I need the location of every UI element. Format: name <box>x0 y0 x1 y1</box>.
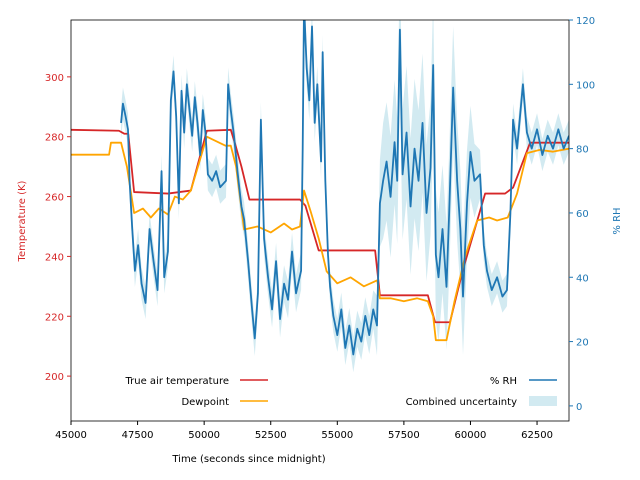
x-axis-label: Time (seconds since midnight) <box>171 454 325 465</box>
left-axis-label: Temperature (K) <box>17 180 28 262</box>
series-layer <box>71 20 569 356</box>
right-tick-label: 80 <box>576 145 589 156</box>
x-tick-label: 50000 <box>188 430 220 441</box>
legend-label-rh: % RH <box>490 376 517 387</box>
left-tick-label: 260 <box>45 193 64 204</box>
legend-left: True air temperature Dewpoint <box>125 376 268 408</box>
uncertainty-layer <box>121 20 569 373</box>
x-tick-label: 55000 <box>321 430 353 441</box>
x-tick-label: 47500 <box>122 430 154 441</box>
right-tick-label: 100 <box>576 80 595 91</box>
x-tick-label: 57500 <box>388 430 420 441</box>
left-tick-label: 220 <box>45 312 64 323</box>
right-tick-label: 60 <box>576 209 589 220</box>
right-axis-label: % RH <box>612 207 623 234</box>
legend-label-temperature: True air temperature <box>125 376 229 387</box>
axes: 45000 47500 50000 52500 55000 57500 60000 62500… <box>45 16 595 441</box>
left-tick-label: 200 <box>45 372 64 383</box>
x-tick-label: 45000 <box>55 430 87 441</box>
x-tick-label: 62500 <box>521 430 553 441</box>
left-tick-label: 300 <box>45 73 64 84</box>
right-tick-label: 20 <box>576 338 589 349</box>
rh-line <box>120 20 569 356</box>
uncertainty-band <box>121 20 569 373</box>
legend-label-uncertainty: Combined uncertainty <box>406 397 518 408</box>
x-tick-label: 52500 <box>255 430 287 441</box>
right-tick-label: 0 <box>576 402 582 413</box>
left-tick-label: 240 <box>45 252 64 263</box>
right-tick-label: 40 <box>576 273 589 284</box>
legend-right: % RH Combined uncertainty <box>406 376 557 408</box>
x-tick-label: 60000 <box>455 430 487 441</box>
legend-swatch-uncertainty <box>529 396 557 406</box>
right-tick-label: 120 <box>576 16 595 27</box>
legend-label-dewpoint: Dewpoint <box>181 397 229 408</box>
left-tick-label: 280 <box>45 133 64 144</box>
plot-frame <box>70 19 570 422</box>
